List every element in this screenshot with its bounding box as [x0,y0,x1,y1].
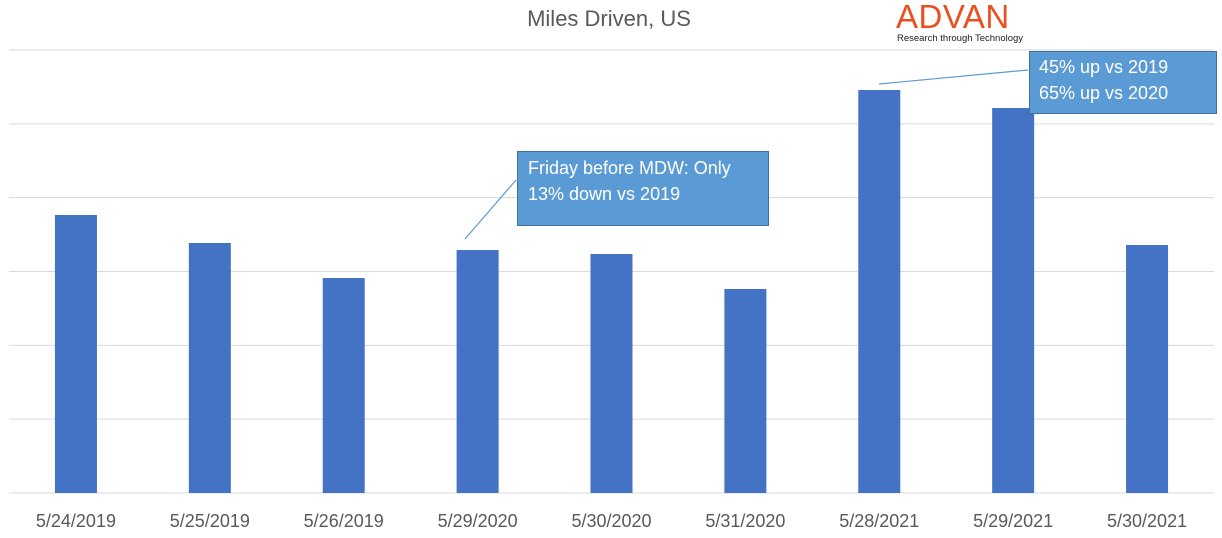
logo-tagline: Research through Technology [897,33,1024,44]
callout-2021-line-1: 45% up vs 2019 [1039,57,1169,77]
bar [1126,245,1169,493]
x-tick-label: 5/28/2021 [839,511,919,531]
callout-mdw-line-2: 13% down vs 2019 [528,184,681,204]
x-tick-label: 5/31/2020 [705,511,785,531]
bar [858,90,901,493]
bar [54,215,97,493]
callout-mdw-leader [464,179,517,240]
x-tick-label: 5/30/2021 [1107,511,1187,531]
x-tick-label: 5/24/2019 [36,511,116,531]
x-tick-label: 5/29/2020 [438,511,518,531]
callout-2021: 45% up vs 2019 65% up vs 2020 [1029,51,1217,114]
bar [456,250,499,493]
advan-logo: ADVAN Research through Technology [896,0,1046,46]
bar [590,254,633,493]
callout-mdw: Friday before MDW: Only 13% down vs 2019 [517,151,769,226]
x-tick-label: 5/26/2019 [304,511,384,531]
x-tick-label: 5/30/2020 [571,511,651,531]
callout-2021-leader [878,69,1029,85]
callout-2021-line-2: 65% up vs 2020 [1039,83,1169,103]
logo-wordmark: ADVAN [896,0,1010,35]
bar [188,243,231,493]
bar [724,289,767,493]
bar [992,108,1035,493]
bar [322,278,365,493]
x-tick-label: 5/25/2019 [170,511,250,531]
x-tick-label: 5/29/2021 [973,511,1053,531]
callout-mdw-line-1: Friday before MDW: Only [528,158,731,178]
chart-title: Miles Driven, US [527,6,691,31]
